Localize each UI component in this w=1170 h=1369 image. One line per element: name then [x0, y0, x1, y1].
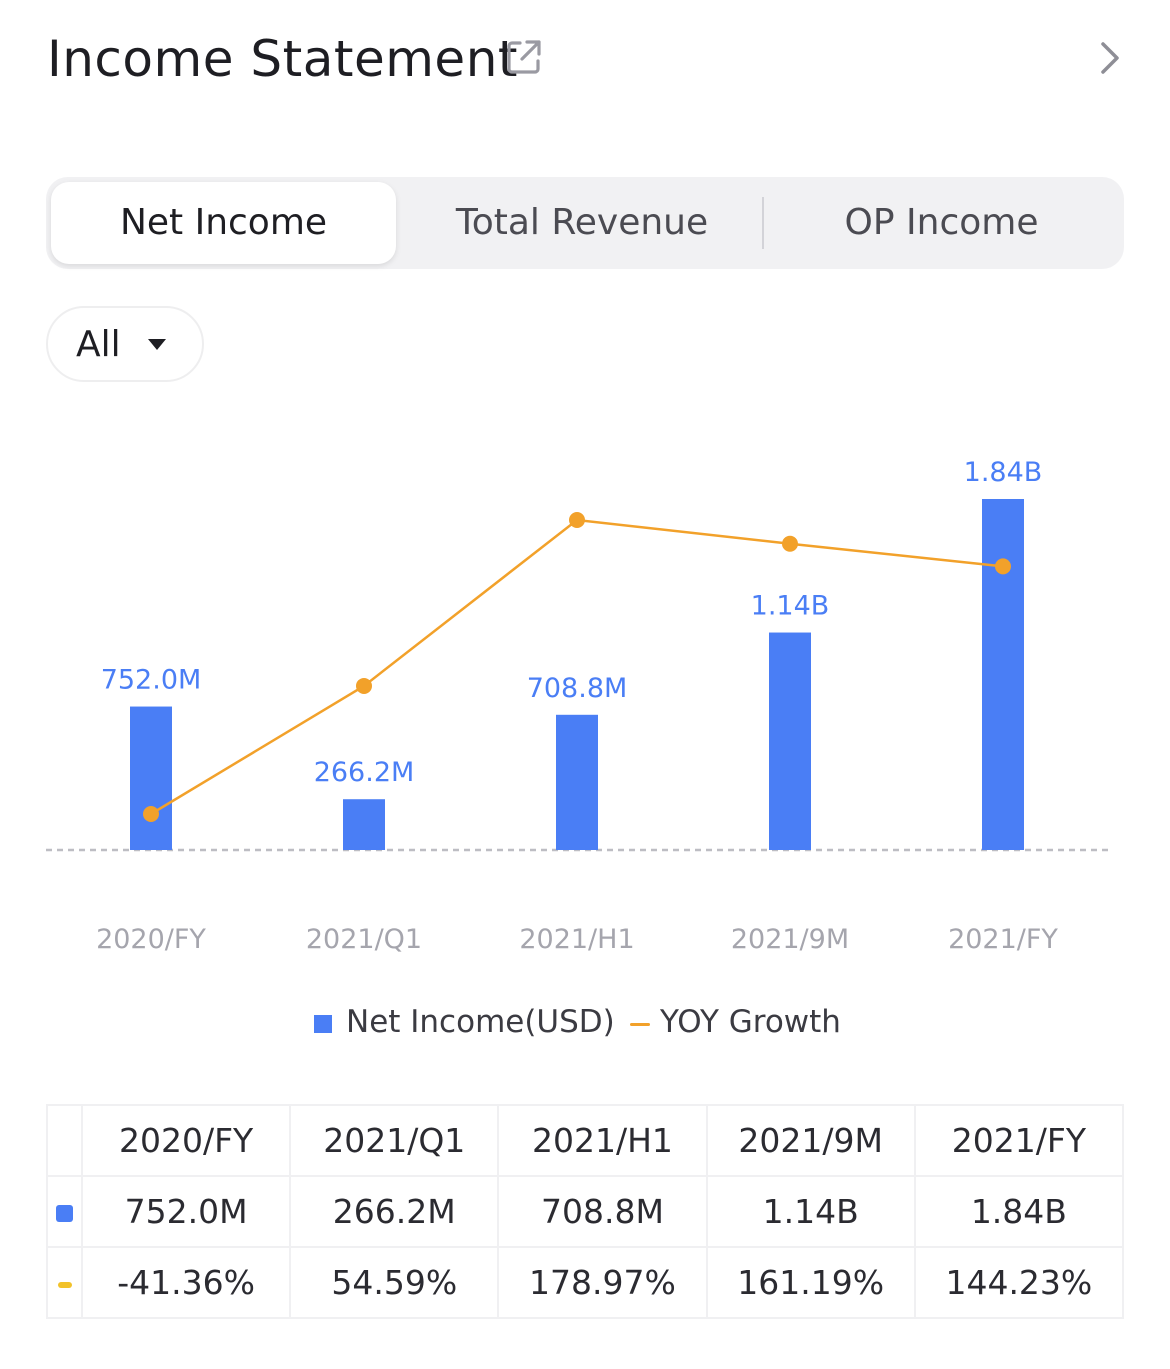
bar: [343, 799, 385, 850]
table-cell: 266.2M: [289, 1175, 500, 1248]
table-cell: 1.14B: [705, 1175, 916, 1248]
legend-yoy-growth: YOY Growth: [660, 1004, 841, 1040]
x-tick-label: 2020/FY: [96, 924, 206, 955]
x-tick-label: 2021/H1: [519, 924, 634, 955]
table-cell: 1.84B: [913, 1175, 1125, 1248]
table-header-cell: 2020/FY: [80, 1104, 292, 1177]
x-tick-label: 2021/9M: [731, 924, 849, 955]
table-cell: 144.23%: [913, 1246, 1125, 1319]
income-table: 2020/FY 2021/Q1 2021/H1 2021/9M 2021/FY …: [46, 1104, 1125, 1319]
yoy-point: [782, 535, 798, 552]
yoy-point: [995, 558, 1011, 575]
table-corner-cell: [46, 1104, 83, 1177]
net-income-row-marker: [46, 1175, 83, 1248]
x-tick-label: 2021/FY: [948, 924, 1058, 955]
legend-line-swatch: [630, 1023, 650, 1026]
table-cell: 752.0M: [80, 1175, 292, 1248]
bar-value-label: 752.0M: [101, 665, 202, 696]
period-filter-dropdown[interactable]: All: [46, 306, 204, 382]
tab-net-income[interactable]: Net Income: [51, 182, 396, 264]
header: Income Statement: [47, 28, 1123, 92]
table-header-cell: 2021/FY: [913, 1104, 1125, 1177]
line-swatch-icon: [57, 1281, 72, 1288]
table-cell: 708.8M: [497, 1175, 708, 1248]
table-row: 752.0M 266.2M 708.8M 1.14B 1.84B: [46, 1175, 1125, 1248]
table-header-cell: 2021/Q1: [289, 1104, 500, 1177]
yoy-point: [143, 806, 159, 822]
table-header-cell: 2021/H1: [497, 1104, 708, 1177]
period-filter-value: All: [76, 324, 121, 365]
tab-divider: [762, 197, 764, 249]
statement-tabs: Net Income Total Revenue OP Income: [46, 177, 1124, 269]
net-income-chart: 752.0M 2020/FY 266.2M 2021/Q1 708.8M 2021/H1 1…: [46, 457, 1110, 955]
table-cell: -41.36%: [80, 1246, 292, 1319]
page-title: Income Statement: [47, 30, 518, 88]
chevron-right-icon[interactable]: [1097, 40, 1123, 76]
share-icon[interactable]: [503, 36, 545, 78]
bar-value-label: 266.2M: [314, 757, 415, 788]
yoy-point: [356, 677, 372, 694]
table-header-cell: 2021/9M: [705, 1104, 916, 1177]
bar: [982, 499, 1024, 850]
yoy-point: [569, 512, 585, 528]
tab-op-income[interactable]: OP Income: [844, 202, 1039, 243]
bar-value-label: 708.8M: [527, 673, 628, 704]
table-cell: 161.19%: [705, 1246, 916, 1319]
yoy-row-marker: [46, 1246, 83, 1319]
table-cell: 54.59%: [289, 1246, 500, 1319]
caret-down-icon: [148, 339, 166, 350]
bar: [769, 632, 811, 850]
table-row: -41.36% 54.59% 178.97% 161.19% 144.23%: [46, 1246, 1125, 1319]
legend-net-income: Net Income(USD): [346, 1004, 615, 1040]
bar-swatch-icon: [56, 1205, 73, 1222]
x-tick-label: 2021/Q1: [306, 924, 422, 955]
table-header-row: 2020/FY 2021/Q1 2021/H1 2021/9M 2021/FY: [46, 1104, 1125, 1177]
table-cell: 178.97%: [497, 1246, 708, 1319]
bar: [556, 714, 598, 850]
tab-total-revenue[interactable]: Total Revenue: [455, 202, 709, 243]
bar: [130, 706, 172, 850]
bar-value-label: 1.14B: [751, 591, 830, 622]
legend-bar-swatch: [314, 1015, 332, 1033]
bar-value-label: 1.84B: [964, 457, 1043, 488]
